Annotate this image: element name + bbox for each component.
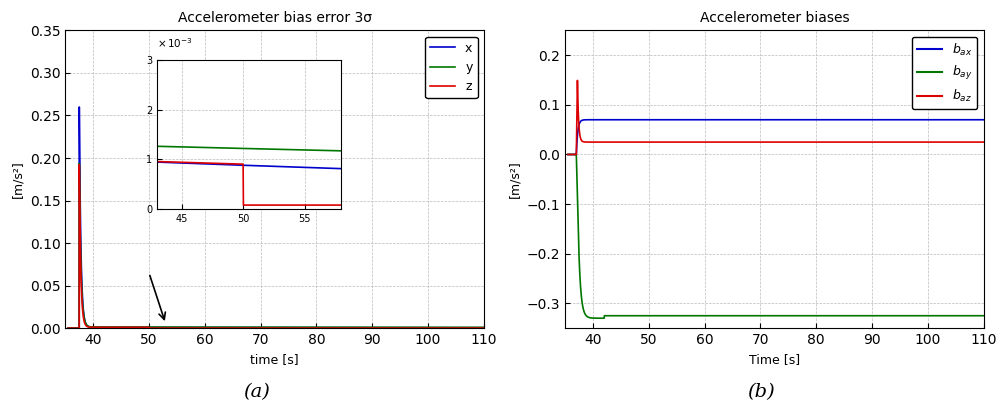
Legend: x, y, z: x, y, z: [425, 37, 478, 98]
y: [333, 325, 345, 330]
y: [372, 325, 384, 330]
z: [74, 162, 86, 167]
Title: Accelerometer biases: Accelerometer biases: [700, 11, 849, 25]
y: [74, 161, 86, 166]
x: [404, 325, 416, 330]
y: [62, 326, 75, 330]
y: [138, 325, 150, 330]
X-axis label: time [s]: time [s]: [250, 352, 298, 366]
Y-axis label: [m/s²]: [m/s²]: [11, 160, 24, 198]
z: [404, 326, 416, 330]
Text: (a): (a): [244, 383, 270, 401]
x: [311, 325, 324, 330]
y: [478, 325, 490, 330]
z: [372, 326, 384, 330]
x: [478, 325, 490, 330]
Line: x: x: [69, 107, 484, 328]
Title: Accelerometer bias error 3σ: Accelerometer bias error 3σ: [177, 11, 372, 25]
Y-axis label: [m/s²]: [m/s²]: [508, 160, 521, 198]
y: [311, 325, 324, 330]
x: [372, 325, 384, 330]
Line: z: z: [69, 165, 484, 328]
x: [333, 325, 345, 330]
x: [221, 325, 233, 330]
x: [74, 104, 86, 109]
z: [62, 326, 75, 330]
z: [333, 326, 345, 330]
z: [478, 326, 490, 330]
z: [138, 325, 150, 330]
X-axis label: Time [s]: Time [s]: [749, 352, 800, 366]
z: [311, 326, 324, 330]
Legend: $b_{ax}$, $b_{ay}$, $b_{az}$: $b_{ax}$, $b_{ay}$, $b_{az}$: [912, 37, 978, 109]
Text: (b): (b): [747, 383, 775, 401]
x: [138, 325, 150, 330]
Line: y: y: [69, 164, 484, 328]
z: [221, 326, 233, 330]
y: [221, 325, 233, 330]
y: [404, 325, 416, 330]
x: [62, 326, 75, 330]
